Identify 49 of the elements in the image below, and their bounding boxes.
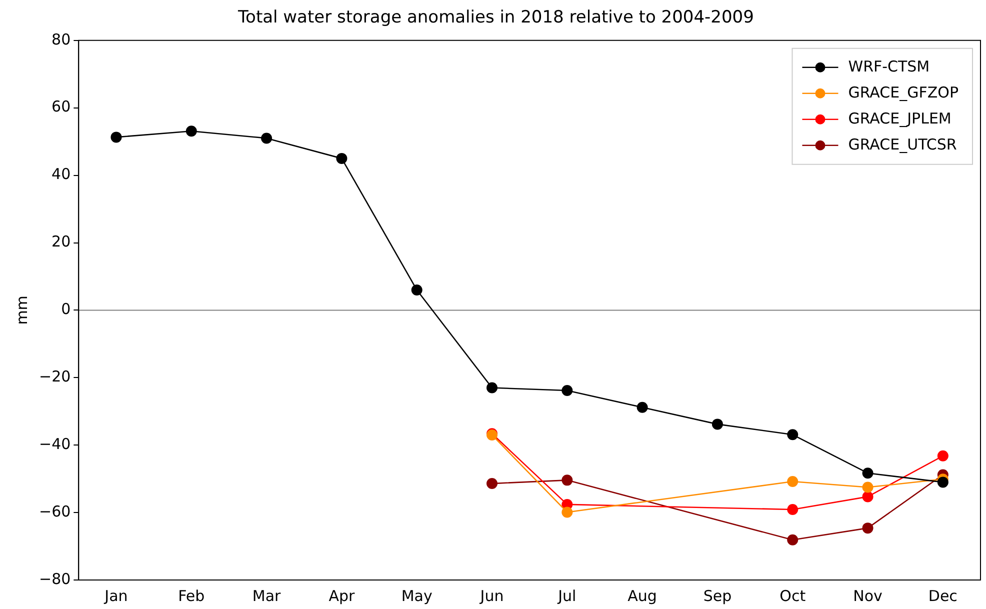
point xyxy=(787,476,798,488)
x-tick-label: Sep xyxy=(703,586,732,605)
point xyxy=(411,284,422,296)
y-tick-label: −40 xyxy=(39,434,71,453)
point xyxy=(862,491,874,502)
point xyxy=(486,478,498,490)
y-tick-label: 20 xyxy=(52,232,71,251)
point xyxy=(562,384,573,396)
x-tick-label: Aug xyxy=(628,586,657,605)
point xyxy=(186,126,197,137)
legend-label: GRACE_UTCSR xyxy=(848,135,957,154)
point xyxy=(562,506,573,518)
point xyxy=(110,132,122,143)
point xyxy=(787,429,798,440)
legend-label: GRACE_JPLEM xyxy=(848,109,952,128)
legend-label: GRACE_GFZOP xyxy=(848,83,959,102)
legend-label: WRF-CTSM xyxy=(848,57,930,76)
point xyxy=(336,152,348,164)
y-tick-label: 80 xyxy=(52,30,71,48)
point xyxy=(862,468,874,479)
point xyxy=(486,382,498,394)
point xyxy=(862,522,874,534)
point xyxy=(712,418,723,430)
x-tick-label: May xyxy=(401,586,432,605)
point xyxy=(937,476,948,488)
y-tick-label: −80 xyxy=(39,570,71,588)
point xyxy=(562,474,573,486)
y-tick-label: −60 xyxy=(39,502,71,520)
x-tick-label: Nov xyxy=(853,586,883,605)
x-tick-label: Feb xyxy=(178,586,205,605)
point xyxy=(787,534,798,546)
x-tick-label: Jun xyxy=(479,586,504,605)
point xyxy=(261,132,272,144)
point xyxy=(636,402,648,413)
x-tick-label: Jul xyxy=(557,586,576,605)
x-tick-label: Oct xyxy=(780,586,806,605)
point xyxy=(862,482,874,493)
y-tick-label: 40 xyxy=(52,165,71,184)
point xyxy=(937,450,948,462)
chart-title: Total water storage anomalies in 2018 relative to 2004-2009 xyxy=(237,8,754,28)
point xyxy=(787,504,798,516)
y-tick-label: −20 xyxy=(39,368,71,386)
x-tick-label: Apr xyxy=(328,586,356,605)
y-tick-label: 60 xyxy=(52,98,71,116)
x-tick-label: Jan xyxy=(104,586,128,605)
y-tick-label: 0 xyxy=(61,300,71,318)
x-tick-label: Mar xyxy=(252,586,282,605)
x-tick-label: Dec xyxy=(928,586,958,605)
y-axis-title: mm xyxy=(12,296,31,325)
